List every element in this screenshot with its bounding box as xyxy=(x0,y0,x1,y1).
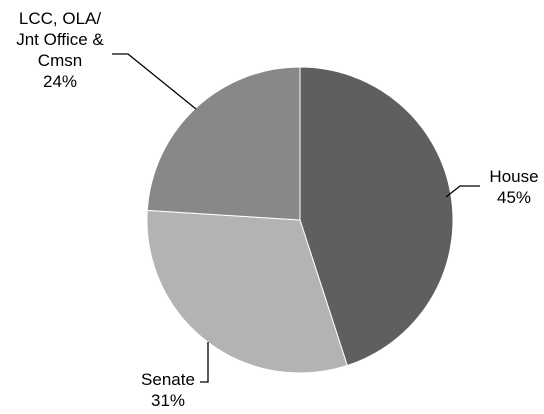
pie-slice-house xyxy=(299,66,454,367)
slice-percent-label: 45% xyxy=(497,188,531,207)
pie-slice-senate xyxy=(146,209,348,374)
slice-name-label: LCC, OLA/ xyxy=(19,9,101,28)
slice-name-label: House xyxy=(489,167,538,186)
slice-name-label: Senate xyxy=(141,370,195,389)
slice-label: LCC, OLA/Jnt Office & Cmsn 24% xyxy=(16,9,104,91)
leader-line xyxy=(445,185,480,198)
pie-slices xyxy=(146,66,454,374)
slice-percent-label: 24% xyxy=(43,72,77,91)
leader-line xyxy=(200,342,209,383)
slice-label: Senate 31% xyxy=(141,370,195,410)
leader-line xyxy=(112,53,197,110)
slice-label: House 45% xyxy=(489,167,538,207)
pie-slice-lcc-ola xyxy=(146,66,301,221)
slice-name-label: Jnt Office & xyxy=(16,30,104,49)
slice-percent-label: 31% xyxy=(151,391,185,410)
slice-name-label: Cmsn xyxy=(38,51,82,70)
slice-labels: House 45% Senate 31% LCC, OLA/Jnt Office & Cm… xyxy=(16,9,538,410)
leader-lines xyxy=(112,53,480,383)
